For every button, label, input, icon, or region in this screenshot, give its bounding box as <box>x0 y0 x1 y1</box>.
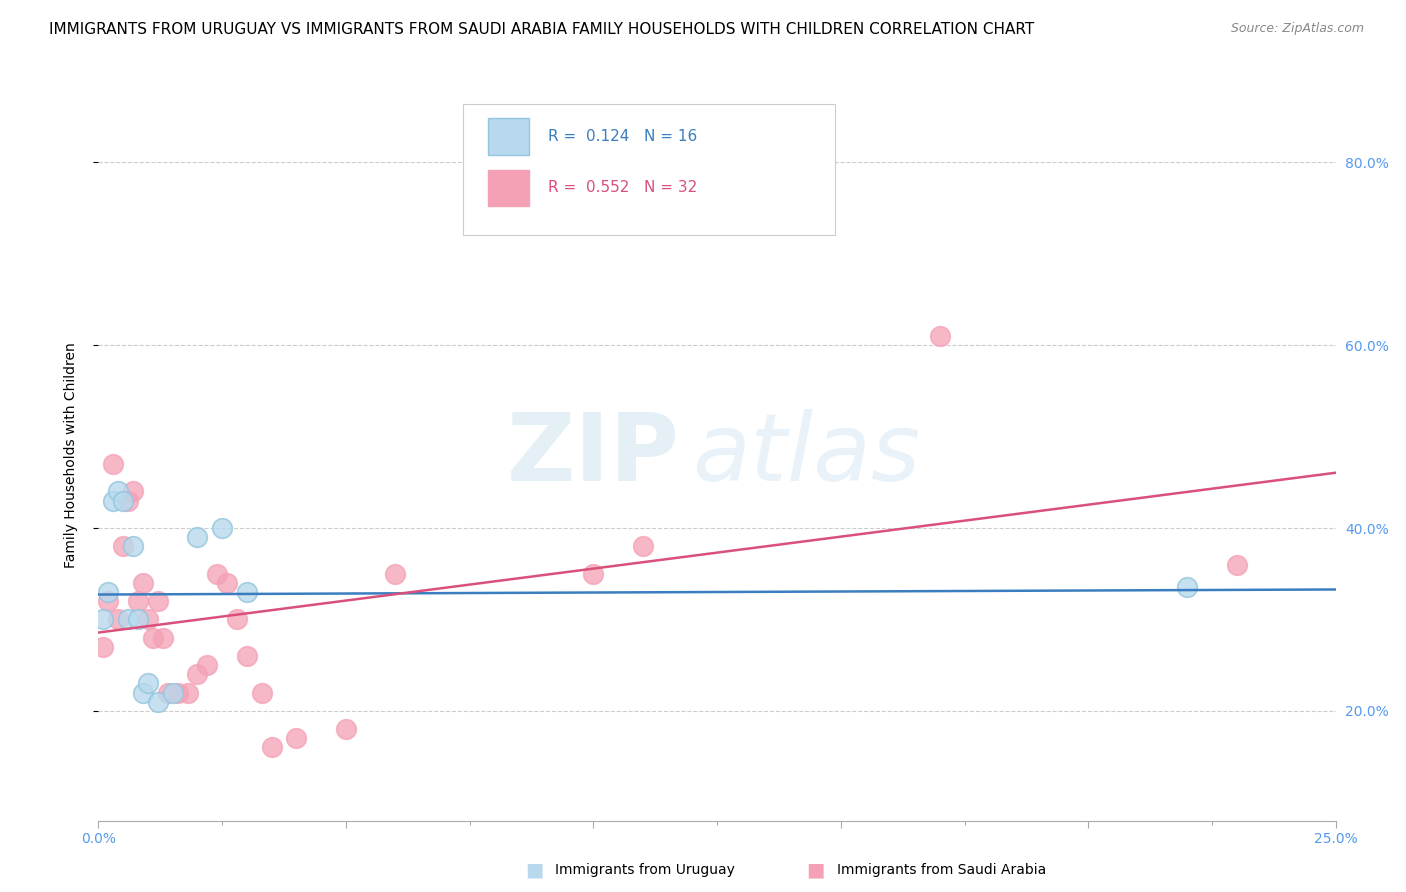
Point <box>132 576 155 591</box>
FancyBboxPatch shape <box>488 169 529 206</box>
Point <box>146 594 169 608</box>
Text: ZIP: ZIP <box>508 409 681 501</box>
Point <box>236 585 259 599</box>
Point <box>335 723 357 737</box>
Point <box>93 640 115 654</box>
Point <box>285 731 308 746</box>
Point <box>112 493 135 508</box>
Text: R =  0.124   N = 16: R = 0.124 N = 16 <box>547 129 697 145</box>
Point <box>384 566 406 581</box>
Point <box>217 576 239 591</box>
Point <box>156 685 179 699</box>
Point <box>127 594 149 608</box>
Point <box>136 613 159 627</box>
Point <box>97 585 120 599</box>
Point <box>195 658 218 673</box>
Point <box>928 329 950 343</box>
Text: Immigrants from Uruguay: Immigrants from Uruguay <box>555 863 735 877</box>
Point <box>186 667 208 681</box>
Point <box>97 594 120 608</box>
Text: ■: ■ <box>806 860 825 880</box>
Y-axis label: Family Households with Children: Family Households with Children <box>63 342 77 568</box>
FancyBboxPatch shape <box>488 119 529 155</box>
Text: Immigrants from Saudi Arabia: Immigrants from Saudi Arabia <box>837 863 1046 877</box>
FancyBboxPatch shape <box>464 103 835 235</box>
Point <box>103 493 125 508</box>
Point <box>122 484 145 499</box>
Point <box>107 613 129 627</box>
Point <box>103 457 125 471</box>
Point <box>582 566 605 581</box>
Text: Source: ZipAtlas.com: Source: ZipAtlas.com <box>1230 22 1364 36</box>
Point <box>127 613 149 627</box>
Point <box>93 613 115 627</box>
Text: ■: ■ <box>524 860 544 880</box>
Point <box>136 676 159 690</box>
Point <box>166 685 188 699</box>
Point <box>1226 558 1249 572</box>
Point <box>1175 581 1198 595</box>
Point <box>142 631 165 645</box>
Point <box>117 493 139 508</box>
Point <box>117 613 139 627</box>
Point <box>631 539 654 553</box>
Point <box>152 631 174 645</box>
Point <box>132 685 155 699</box>
Point <box>205 566 228 581</box>
Point <box>146 695 169 709</box>
Point <box>107 484 129 499</box>
Text: IMMIGRANTS FROM URUGUAY VS IMMIGRANTS FROM SAUDI ARABIA FAMILY HOUSEHOLDS WITH C: IMMIGRANTS FROM URUGUAY VS IMMIGRANTS FR… <box>49 22 1035 37</box>
Point <box>176 685 198 699</box>
Point <box>211 521 233 535</box>
Point <box>162 685 184 699</box>
Point <box>236 649 259 664</box>
Point <box>186 530 208 544</box>
Point <box>260 740 283 755</box>
Text: R =  0.552   N = 32: R = 0.552 N = 32 <box>547 180 697 195</box>
Point <box>250 685 273 699</box>
Point <box>122 539 145 553</box>
Point <box>112 539 135 553</box>
Text: atlas: atlas <box>692 409 921 500</box>
Point <box>226 613 249 627</box>
